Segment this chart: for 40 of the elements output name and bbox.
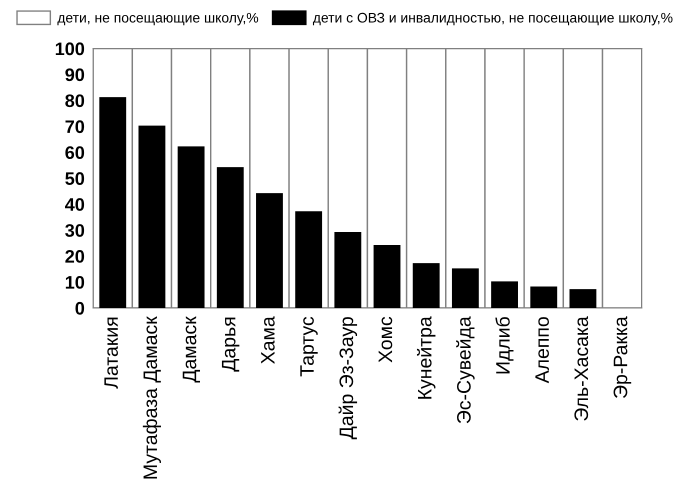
x-tick-label: Идлиб [495,317,514,374]
bar [374,245,400,308]
x-tick-label: Латакия [104,318,118,389]
x-tick-label: Тартус [300,316,318,376]
x-tick-label: Хомс [378,316,392,363]
y-tick-label: 80 [65,94,84,108]
y-tick-label: 30 [65,224,84,237]
x-tick-label: Эль-Хасака [574,316,588,421]
x-tick-label: Дайр Эз-Заур [338,317,358,440]
y-tick-label: 20 [65,250,84,263]
y-tick-label: 90 [65,68,84,82]
bar [99,97,126,308]
bar [570,289,596,308]
x-tick-label: Мутафаза Дамаск [142,316,161,478]
bar [491,281,518,308]
bar [530,286,558,308]
x-tick-label: Кунейтра [416,316,436,399]
x-tick-label: Дамаск [182,316,200,383]
bar [452,268,479,308]
bar [178,146,205,308]
x-tick-label: Хама [261,316,275,364]
legend-label: дети, не посещающие школу,% [57,12,258,26]
bar [256,193,283,308]
x-tick-label: Дарья [222,318,240,372]
x-tick-label: Алеппо [535,317,549,384]
y-tick-label: 100 [56,42,84,56]
y-tick-label: 50 [65,172,84,185]
x-tick-label: Эр-Ракка [614,316,632,398]
bar [138,126,166,308]
bar [334,232,362,308]
y-tick-label: 10 [66,276,84,289]
legend-label: дети с ОВЗ и инвалидностью, не посещающие школу,% [312,12,672,26]
y-tick-label: 0 [75,302,84,315]
bar [412,263,440,308]
x-tick-label: Эс-Сувейда [456,316,475,424]
y-tick-label: 40 [65,198,84,211]
y-tick-label: 70 [66,120,84,134]
bar [295,211,322,308]
bar [216,167,244,308]
y-tick-label: 60 [65,146,84,160]
